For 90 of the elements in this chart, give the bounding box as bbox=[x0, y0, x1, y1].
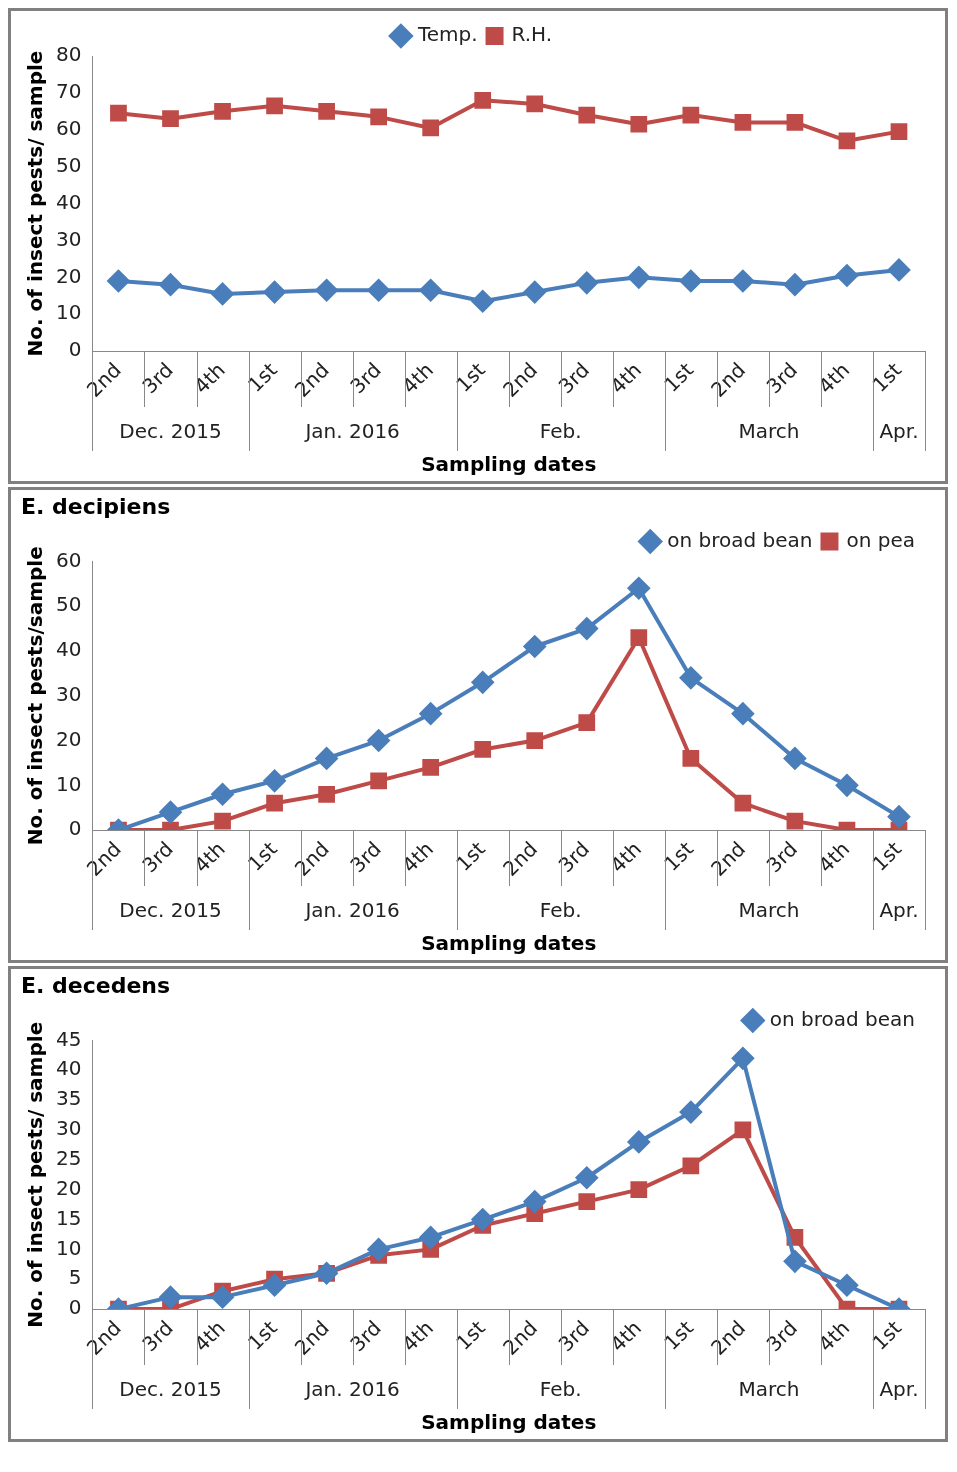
y-tick-label: 30 bbox=[56, 1116, 82, 1141]
x-tick-label: 3rd bbox=[553, 1315, 594, 1357]
x-tick-label: 4th bbox=[189, 836, 230, 878]
y-tick-label: 60 bbox=[56, 115, 82, 140]
x-tick-label: 3rd bbox=[553, 836, 594, 878]
text: Jan. 2016 bbox=[303, 1377, 400, 1402]
y-tick-label: 40 bbox=[56, 637, 82, 662]
x-tick-label: 1st bbox=[451, 357, 491, 397]
y-tick-label: 20 bbox=[56, 263, 82, 288]
x-tick-label: 3rd bbox=[137, 1315, 178, 1357]
text: Jan. 2016 bbox=[303, 419, 400, 444]
x-tick-label: 4th bbox=[813, 357, 855, 399]
x-tick-label: 1st bbox=[659, 1315, 699, 1355]
y-tick-label: 20 bbox=[56, 1175, 82, 1200]
y-tick-label: 35 bbox=[56, 1086, 82, 1111]
text: Dec. 2015 bbox=[119, 419, 222, 444]
chart-title: E. decedens bbox=[21, 972, 171, 998]
x-tick-label: 3rd bbox=[137, 836, 178, 878]
legend-label: on pea bbox=[846, 527, 916, 552]
y-tick-label: 5 bbox=[68, 1265, 82, 1290]
x-tick-label: 3rd bbox=[761, 357, 803, 399]
x-tick-label: 1st bbox=[242, 836, 282, 876]
y-axis-title: No. of insect pests/ sample bbox=[23, 50, 48, 357]
y-tick-label: 0 bbox=[68, 816, 82, 841]
text: Feb. bbox=[539, 1377, 582, 1402]
text: March bbox=[738, 1377, 800, 1402]
text: Apr. bbox=[879, 1377, 919, 1402]
y-tick-label: 0 bbox=[68, 337, 82, 362]
x-tick-label: 1st bbox=[867, 836, 907, 876]
x-tick-label: 1st bbox=[659, 357, 699, 397]
text: Feb. bbox=[539, 898, 582, 923]
y-tick-label: 50 bbox=[56, 152, 82, 177]
x-tick-label: 1st bbox=[242, 357, 282, 397]
x-axis-title: Sampling dates bbox=[421, 1410, 597, 1435]
y-tick-label: 25 bbox=[56, 1146, 82, 1171]
x-tick-label: 3rd bbox=[761, 1315, 803, 1357]
y-tick-label: 50 bbox=[56, 592, 82, 617]
x-tick-label: 1st bbox=[451, 1315, 491, 1355]
chart-title: E. decipiens bbox=[21, 493, 171, 519]
x-axis-title: Sampling dates bbox=[421, 452, 597, 477]
x-tick-label: 4th bbox=[605, 836, 647, 878]
y-tick-label: 30 bbox=[56, 226, 82, 251]
legend-label: on broad bean bbox=[769, 1006, 916, 1031]
text: Feb. bbox=[539, 419, 582, 444]
legend-label: on broad bean bbox=[667, 527, 813, 552]
x-tick-label: 4th bbox=[813, 836, 855, 878]
text: March bbox=[738, 898, 800, 923]
legend-label: R.H. bbox=[511, 22, 553, 47]
legend-label: Temp. bbox=[416, 22, 478, 47]
x-tick-label: 4th bbox=[397, 357, 438, 399]
y-tick-label: 45 bbox=[56, 1026, 82, 1051]
y-tick-label: 40 bbox=[56, 189, 82, 214]
x-tick-label: 4th bbox=[189, 357, 230, 399]
x-tick-label: 4th bbox=[397, 1315, 438, 1357]
text: March bbox=[738, 419, 800, 444]
x-tick-label: 3rd bbox=[553, 357, 594, 399]
y-tick-label: 40 bbox=[56, 1056, 82, 1081]
y-tick-label: 20 bbox=[56, 726, 82, 751]
y-axis-title: No. of insect pests/ sample bbox=[23, 1021, 48, 1328]
x-tick-label: 3rd bbox=[345, 836, 386, 878]
x-tick-label: 3rd bbox=[761, 836, 803, 878]
y-tick-label: 10 bbox=[56, 771, 82, 796]
y-tick-label: 80 bbox=[56, 42, 82, 67]
x-tick-label: 4th bbox=[605, 357, 647, 399]
y-axis-title: No. of insect pests/sample bbox=[23, 546, 48, 846]
x-tick-label: 1st bbox=[867, 1315, 907, 1355]
x-axis-title: Sampling dates bbox=[421, 931, 597, 956]
y-tick-label: 30 bbox=[56, 681, 82, 706]
x-tick-label: 3rd bbox=[137, 357, 178, 399]
x-tick-label: 1st bbox=[451, 836, 491, 876]
x-tick-label: 3rd bbox=[345, 1315, 386, 1357]
text: Apr. bbox=[879, 419, 919, 444]
y-tick-label: 60 bbox=[56, 547, 82, 572]
x-tick-label: 3rd bbox=[345, 357, 386, 399]
x-tick-label: 1st bbox=[242, 1315, 282, 1355]
y-tick-label: 15 bbox=[56, 1205, 82, 1230]
x-tick-label: 4th bbox=[605, 1315, 647, 1357]
x-tick-label: 4th bbox=[189, 1315, 230, 1357]
x-tick-label: 1st bbox=[659, 836, 699, 876]
y-tick-label: 10 bbox=[56, 300, 82, 325]
text: Apr. bbox=[879, 898, 919, 923]
y-tick-label: 10 bbox=[56, 1235, 82, 1260]
y-tick-label: 70 bbox=[56, 79, 82, 104]
text: Dec. 2015 bbox=[119, 898, 222, 923]
x-tick-label: 4th bbox=[813, 1315, 855, 1357]
text: Jan. 2016 bbox=[303, 898, 400, 923]
y-tick-label: 0 bbox=[68, 1295, 82, 1320]
x-tick-label: 1st bbox=[867, 357, 907, 397]
text: Dec. 2015 bbox=[119, 1377, 222, 1402]
x-tick-label: 4th bbox=[397, 836, 438, 878]
